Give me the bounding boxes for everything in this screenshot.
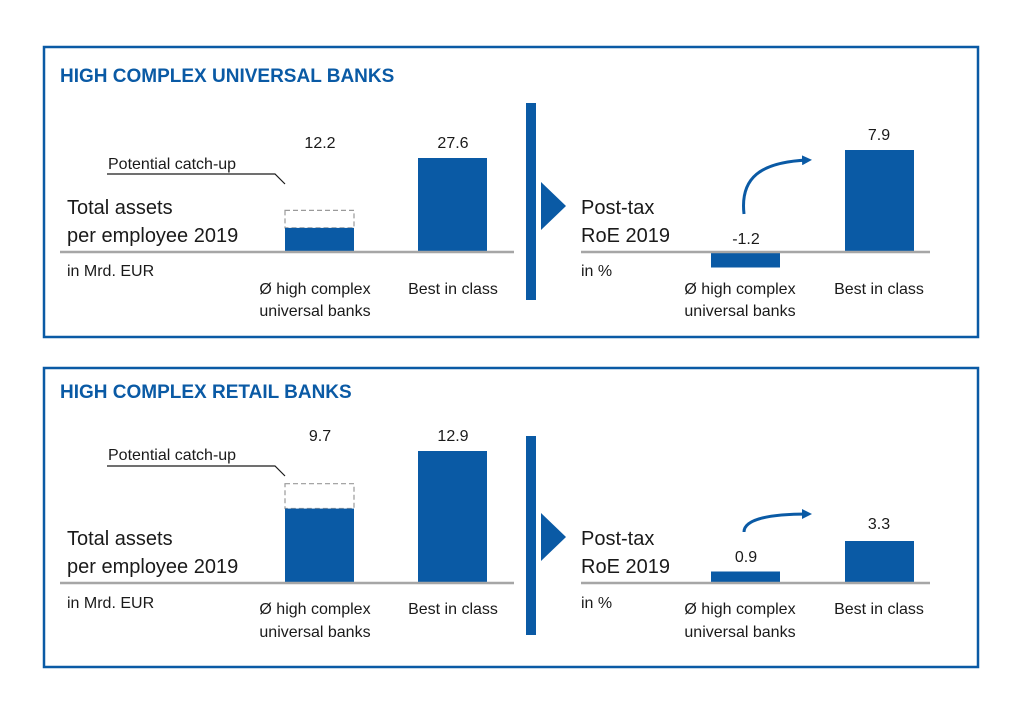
metric-label-line2: RoE 2019 xyxy=(581,225,670,247)
metric-label-line1: Total assets xyxy=(67,528,173,550)
metric-label-line2: RoE 2019 xyxy=(581,556,670,578)
catchup-label: Potential catch-up xyxy=(108,447,236,464)
value-label-avg: 12.2 xyxy=(304,135,335,152)
value-label-best: 27.6 xyxy=(437,135,468,152)
catchup-leader-line xyxy=(107,465,286,477)
value-label-avg: -1.2 xyxy=(732,231,760,248)
bar-best xyxy=(845,541,914,583)
value-label-best: 12.9 xyxy=(437,428,468,445)
catchup-dashed-box xyxy=(284,209,355,229)
divider-bar xyxy=(526,103,536,300)
divider-bar xyxy=(526,436,536,635)
category-label-avg-line2: universal banks xyxy=(259,303,370,320)
bar-best xyxy=(418,158,487,252)
bar-avg xyxy=(711,571,780,583)
metric-label-line1: Post-tax xyxy=(581,528,654,550)
panel-title: HIGH COMPLEX RETAIL BANKS xyxy=(60,382,352,403)
panel-frame xyxy=(42,366,980,669)
category-label-best: Best in class xyxy=(834,281,924,298)
metric-label-line1: Post-tax xyxy=(581,197,654,219)
catchup-dashed-box xyxy=(284,483,355,510)
category-label-avg-line2: universal banks xyxy=(684,303,795,320)
panel-retail-banks: HIGH COMPLEX RETAIL BANKS Total assets p… xyxy=(42,366,980,669)
category-label-best: Best in class xyxy=(408,281,498,298)
bar-avg xyxy=(285,508,354,583)
value-label-avg: 9.7 xyxy=(309,428,331,445)
bar-avg xyxy=(711,252,780,268)
unit-label: in % xyxy=(581,263,612,280)
catchup-label: Potential catch-up xyxy=(108,156,236,173)
metric-label-line1: Total assets xyxy=(67,197,173,219)
category-label-avg-line1: Ø high complex xyxy=(684,281,795,298)
panel-frame xyxy=(42,45,980,339)
value-label-best: 7.9 xyxy=(868,127,890,144)
category-label-avg-line1: Ø high complex xyxy=(259,281,370,298)
growth-arrow xyxy=(742,509,812,533)
catchup-leader-line xyxy=(107,173,286,185)
divider-arrow xyxy=(541,182,566,230)
category-label-avg-line1: Ø high complex xyxy=(684,601,795,618)
category-label-avg-line2: universal banks xyxy=(259,624,370,641)
right-chart: Post-tax RoE 2019 in % 0.9 3.3 Ø high co… xyxy=(581,509,930,641)
value-label-best: 3.3 xyxy=(868,516,890,533)
metric-label-line2: per employee 2019 xyxy=(67,225,238,247)
bar-avg xyxy=(285,227,354,252)
category-label-best: Best in class xyxy=(408,601,498,618)
divider-arrow xyxy=(541,513,566,561)
growth-arrow xyxy=(742,155,812,215)
category-label-avg-line1: Ø high complex xyxy=(259,601,370,618)
bar-best xyxy=(845,150,914,252)
category-label-best: Best in class xyxy=(834,601,924,618)
panel-title: HIGH COMPLEX UNIVERSAL BANKS xyxy=(60,66,394,87)
panel-universal-banks: HIGH COMPLEX UNIVERSAL BANKS Total asset… xyxy=(42,45,980,339)
left-chart: Total assets per employee 2019 in Mrd. E… xyxy=(60,135,514,320)
metric-label-line2: per employee 2019 xyxy=(67,556,238,578)
right-chart: Post-tax RoE 2019 in % -1.2 7.9 Ø high c… xyxy=(581,127,930,320)
unit-label: in Mrd. EUR xyxy=(67,595,154,612)
bar-best xyxy=(418,451,487,583)
category-label-avg-line2: universal banks xyxy=(684,624,795,641)
left-chart: Total assets per employee 2019 in Mrd. E… xyxy=(60,428,514,641)
unit-label: in Mrd. EUR xyxy=(67,263,154,280)
value-label-avg: 0.9 xyxy=(735,549,757,566)
unit-label: in % xyxy=(581,595,612,612)
